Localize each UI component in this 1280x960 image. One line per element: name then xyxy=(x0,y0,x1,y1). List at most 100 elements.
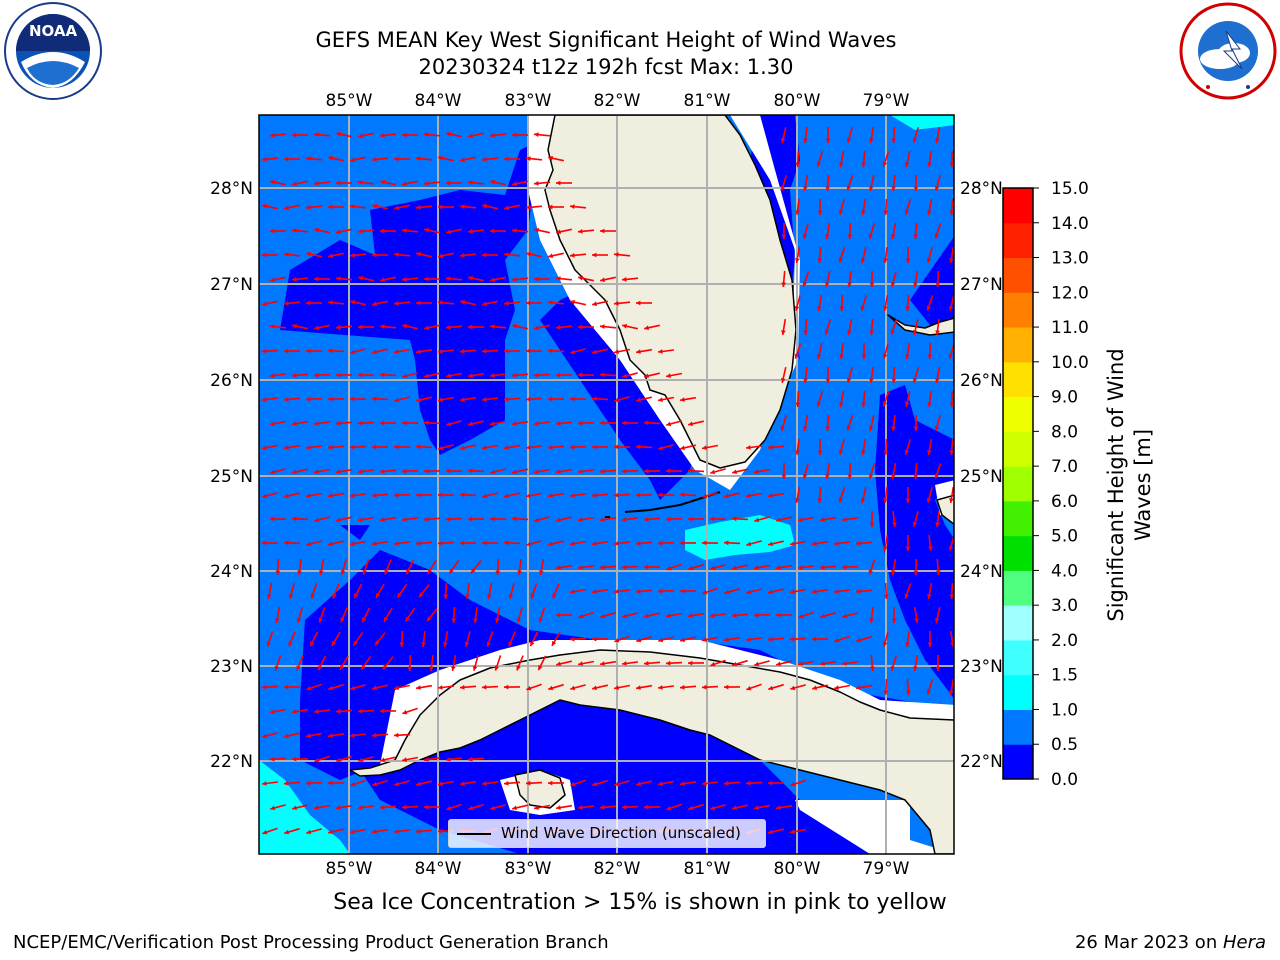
wind-wave-arrowhead xyxy=(548,155,553,161)
wind-wave-arrowhead xyxy=(949,162,954,167)
wind-wave-arrowhead xyxy=(495,570,501,575)
wind-wave-arrowhead xyxy=(614,685,619,690)
wind-wave-arrowhead xyxy=(526,541,532,547)
wind-wave-arrowhead xyxy=(438,155,443,161)
wind-wave-arrowhead xyxy=(600,228,605,234)
wind-wave-arrowhead xyxy=(262,252,267,258)
wind-wave-arrowhead xyxy=(284,348,289,354)
wind-wave-arrowhead xyxy=(482,348,487,354)
wind-wave-arrowhead xyxy=(776,565,781,570)
wind-wave-arrowhead xyxy=(768,541,773,547)
wind-wave-arrowhead xyxy=(358,469,363,474)
wind-wave-arrowhead xyxy=(292,709,297,714)
wind-wave-arrowhead xyxy=(666,565,672,571)
wind-wave-arrowhead xyxy=(578,661,583,666)
wind-wave-arrowhead xyxy=(512,277,517,282)
wind-wave-arrowhead xyxy=(530,641,535,647)
wind-wave-arrowhead xyxy=(592,492,597,498)
wind-wave-arrowhead xyxy=(460,253,465,258)
wind-wave-arrowhead xyxy=(666,373,671,378)
cuba xyxy=(349,649,954,854)
wind-wave-arrowhead xyxy=(914,618,919,623)
wind-wave-arrowhead xyxy=(803,186,808,191)
wind-wave-arrowhead xyxy=(446,276,451,281)
wind-wave-arrowhead xyxy=(512,372,517,378)
colorbar-tick-label: 6.0 xyxy=(1051,492,1078,512)
wind-wave-arrowhead xyxy=(446,421,452,427)
wind-wave-arrowhead xyxy=(754,612,759,618)
wind-wave-arrowhead xyxy=(904,593,910,599)
wind-wave-arrowhead xyxy=(614,349,619,354)
lon-tick-top: 81°W xyxy=(684,91,731,111)
wind-wave-arrowhead xyxy=(336,469,341,474)
wind-wave-arrowhead xyxy=(372,203,377,209)
wind-wave-arrowhead xyxy=(438,540,443,546)
colorbar-tick-label: 13.0 xyxy=(1051,249,1089,269)
wind-wave-arrowhead xyxy=(336,131,341,137)
lon-tick-top: 84°W xyxy=(415,91,462,111)
wind-wave-arrowhead xyxy=(934,473,940,479)
wind-wave-arrowhead xyxy=(372,781,378,787)
wind-wave-arrowhead xyxy=(534,517,540,523)
wind-wave-arrowhead xyxy=(839,402,844,407)
wind-wave-arrowhead xyxy=(380,468,385,474)
wind-wave-arrowhead xyxy=(847,282,852,287)
wind-wave-arrowhead xyxy=(372,301,377,307)
wind-wave-arrowhead xyxy=(451,666,456,671)
wind-wave-arrowhead xyxy=(754,661,760,667)
wind-wave-arrowhead xyxy=(446,131,451,137)
wind-wave-arrowhead xyxy=(817,210,823,215)
wind-wave-arrowhead xyxy=(358,275,363,281)
wind-wave-arrowhead xyxy=(314,709,319,714)
wind-wave-arrowhead xyxy=(935,138,940,143)
wind-wave-arrowhead xyxy=(495,618,500,623)
wind-wave-arrowhead xyxy=(405,616,410,622)
wind-wave-arrowhead xyxy=(847,330,852,335)
wind-wave-arrowhead xyxy=(710,565,716,571)
wind-wave-arrowhead xyxy=(905,258,911,263)
lon-tick-bottom: 82°W xyxy=(594,859,641,879)
colorbar-tick-label: 10.0 xyxy=(1051,353,1089,373)
wind-wave-arrowhead xyxy=(526,396,531,402)
wind-wave-arrowhead xyxy=(464,641,470,647)
wind-wave-arrowhead xyxy=(284,780,289,786)
map-subtitle: 20230324 t12z 192h fcst Max: 1.30 xyxy=(418,55,794,79)
andros-island xyxy=(936,494,954,526)
wind-wave-arrowhead xyxy=(882,353,888,359)
colorbar-tick-label: 8.0 xyxy=(1051,422,1078,442)
wind-wave-arrowhead xyxy=(905,690,911,695)
wind-wave-arrowhead xyxy=(825,426,831,431)
wind-wave-arrowhead xyxy=(438,300,443,305)
wind-wave-arrowhead xyxy=(446,373,451,378)
wind-wave-arrows xyxy=(261,126,954,835)
wind-wave-arrowhead xyxy=(270,228,275,234)
wind-wave-arrowhead xyxy=(270,756,275,762)
wind-wave-arrowhead xyxy=(746,685,752,691)
wind-wave-arrowhead xyxy=(394,349,399,354)
wind-wave-arrowhead xyxy=(504,348,509,354)
wind-wave-arrowhead xyxy=(424,420,429,426)
wind-wave-arrowhead xyxy=(790,541,795,546)
wind-wave-arrowhead xyxy=(526,685,532,691)
wind-wave-arrowhead xyxy=(636,397,641,403)
wind-wave-arrowhead xyxy=(556,325,561,330)
wind-wave-arrowhead xyxy=(592,636,597,642)
wind-wave-arrowhead xyxy=(372,829,377,834)
wind-wave-arrowhead xyxy=(504,156,509,162)
wind-wave-arrowhead xyxy=(614,444,619,450)
wind-wave-arrowhead xyxy=(358,517,363,522)
wind-wave-arrowhead xyxy=(471,568,476,574)
wind-wave-arrowhead xyxy=(275,570,281,575)
wind-wave-arrowhead xyxy=(526,348,531,354)
wind-wave-arrowhead xyxy=(856,540,861,546)
wind-wave-arrowhead xyxy=(402,517,407,522)
wind-wave-arrowhead xyxy=(702,493,708,499)
wind-wave-arrowhead xyxy=(891,234,896,239)
wind-wave-arrowhead xyxy=(839,354,844,359)
wind-wave-arrowhead xyxy=(534,325,539,331)
wind-wave-arrowhead xyxy=(825,378,831,383)
wind-wave-arrowhead xyxy=(358,324,363,330)
wind-wave-arrowhead xyxy=(482,252,487,258)
wind-wave-arrowhead xyxy=(847,234,853,239)
wind-wave-arrowhead xyxy=(548,396,553,402)
